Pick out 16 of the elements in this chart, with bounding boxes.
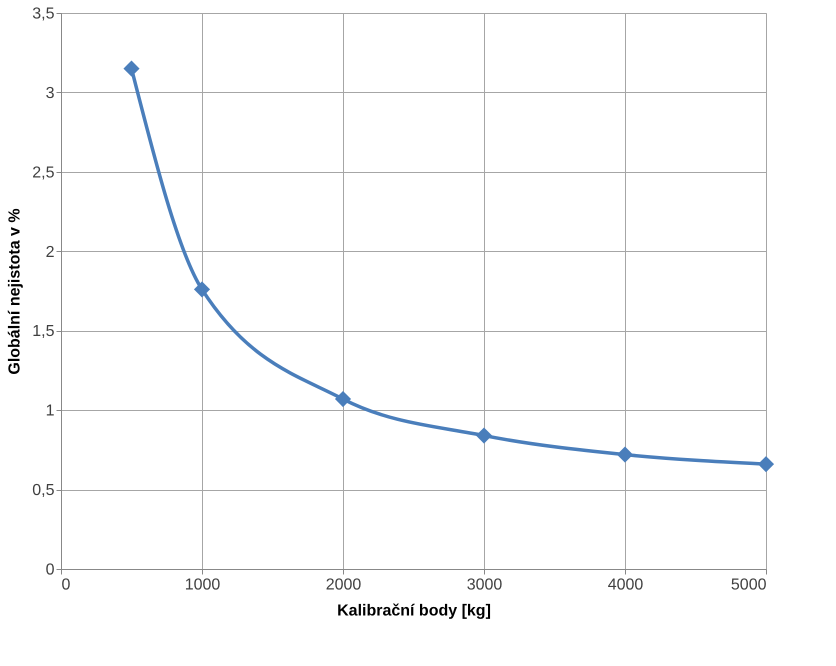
x-tick-label: 3000 [466,576,502,594]
y-tick-label: 0,5 [32,482,55,500]
x-tick-label: 4000 [608,576,644,594]
y-tick-label: 0 [46,562,55,578]
y-tick-label: 1,5 [32,323,55,340]
y-axis-title: Globální nejistota v % [6,208,24,375]
y-tick-label: 3 [46,84,55,102]
y-tick-label: 2 [46,244,55,261]
x-tick-label: 2000 [326,576,362,594]
y-tick-label: 2,5 [32,164,55,182]
x-tick-label: 0 [62,576,70,594]
x-tick-label: 5000 [730,576,767,594]
y-tick-label: 1 [46,402,55,420]
x-tick-label: 1000 [184,576,220,594]
x-axis-title: Kalibrační body [kg] [337,602,491,620]
y-tick-label: 3,5 [32,6,55,22]
